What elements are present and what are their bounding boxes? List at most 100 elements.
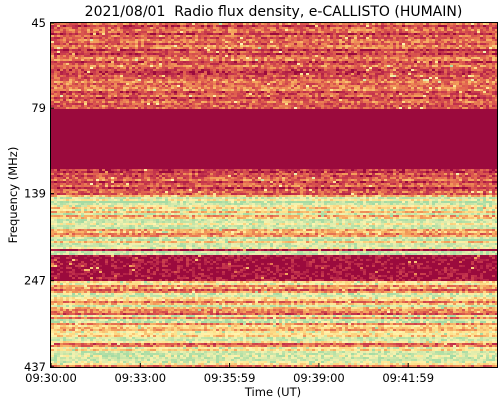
heatmap-cell [198,45,201,47]
heatmap-cell [330,49,333,51]
heatmap-cell [306,47,309,49]
heatmap-cell [90,23,93,25]
heatmap-cell [210,29,213,31]
heatmap-cell [354,65,357,67]
heatmap-cell [345,23,348,25]
heatmap-cell [141,31,144,33]
heatmap-cell [324,71,327,73]
heatmap-cell [105,75,108,77]
heatmap-cell [327,61,330,63]
heatmap-cell [438,79,441,81]
heatmap-cell [345,53,348,55]
heatmap-cell [207,23,210,25]
heatmap-cell [249,51,252,53]
heatmap-cell [309,57,312,59]
heatmap-cell [423,79,426,81]
heatmap-cell [186,51,189,53]
heatmap-cell [150,71,153,73]
heatmap-cell [243,79,246,81]
heatmap-cell [168,41,171,43]
heatmap-cell [108,81,111,83]
heatmap-cell [315,57,318,59]
heatmap-cell [93,39,96,41]
heatmap-cell [90,29,93,31]
heatmap-cell [243,41,246,43]
heatmap-cell [375,51,378,53]
heatmap-cell [312,49,315,51]
heatmap-cell [378,37,381,39]
heatmap-cell [264,63,267,65]
heatmap-cell [384,25,387,27]
heatmap-cell [327,91,330,93]
heatmap-cell [384,87,387,89]
heatmap-cell [186,45,189,47]
heatmap-cell [495,65,498,67]
heatmap-cell [135,57,138,59]
heatmap-cell [387,57,390,59]
heatmap-cell [396,79,399,81]
heatmap-cell [435,53,438,55]
heatmap-cell [321,25,324,27]
heatmap-cell [483,89,486,91]
heatmap-cell [216,51,219,53]
heatmap-cell [216,29,219,31]
heatmap-cell [201,63,204,65]
heatmap-cell [294,55,297,57]
heatmap-cell [126,77,129,79]
heatmap-cell [198,81,201,83]
heatmap-cell [453,67,456,69]
heatmap-cell [435,37,438,39]
heatmap-cell [231,27,234,29]
heatmap-cell [366,91,369,93]
heatmap-cell [261,77,264,79]
heatmap-cell [420,53,423,55]
heatmap-cell [87,93,90,95]
heatmap-cell [174,31,177,33]
heatmap-cell [252,73,255,75]
heatmap-cell [159,61,162,63]
heatmap-cell [477,63,480,65]
heatmap-cell [270,77,273,79]
heatmap-cell [300,73,303,75]
heatmap-cell [129,91,132,93]
heatmap-cell [420,49,423,51]
heatmap-cell [255,67,258,69]
heatmap-cell [87,75,90,77]
heatmap-cell [81,41,84,43]
heatmap-cell [384,77,387,79]
heatmap-cell [366,77,369,79]
heatmap-cell [168,91,171,93]
heatmap-cell [348,73,351,75]
heatmap-cell [423,25,426,27]
heatmap-cell [102,51,105,53]
heatmap-cell [435,77,438,79]
heatmap-cell [78,43,81,45]
heatmap-cell [69,67,72,69]
heatmap-cell [291,53,294,55]
heatmap-cell [93,51,96,53]
heatmap-cell [69,61,72,63]
heatmap-cell [453,27,456,29]
heatmap-cell [153,83,156,85]
heatmap-cell [276,89,279,91]
heatmap-cell [306,61,309,63]
heatmap-cell [216,73,219,75]
heatmap-cell [273,73,276,75]
heatmap-cell [441,63,444,65]
heatmap-cell [192,39,195,41]
heatmap-cell [447,27,450,29]
heatmap-cell [183,75,186,77]
heatmap-cell [210,87,213,89]
heatmap-cell [441,85,444,87]
heatmap-cell [363,59,366,61]
heatmap-cell [93,63,96,65]
heatmap-cell [216,23,219,25]
heatmap-cell [345,87,348,89]
heatmap-cell [90,91,93,93]
heatmap-cell [441,87,444,89]
heatmap-cell [282,69,285,71]
heatmap-cell [396,31,399,33]
heatmap-cell [147,85,150,87]
heatmap-cell [351,79,354,81]
heatmap-cell [213,77,216,79]
